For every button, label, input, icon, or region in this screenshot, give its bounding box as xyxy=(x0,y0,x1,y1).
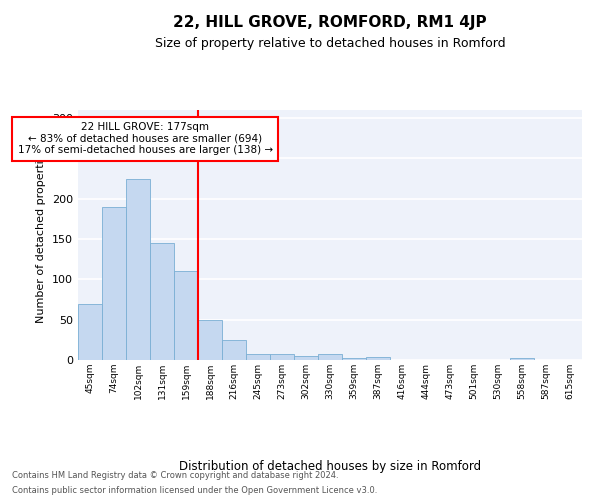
Bar xyxy=(342,358,366,360)
Bar xyxy=(366,357,390,360)
Bar xyxy=(198,320,222,360)
Y-axis label: Number of detached properties: Number of detached properties xyxy=(37,148,46,322)
Text: 22, HILL GROVE, ROMFORD, RM1 4JP: 22, HILL GROVE, ROMFORD, RM1 4JP xyxy=(173,15,487,30)
Text: Size of property relative to detached houses in Romford: Size of property relative to detached ho… xyxy=(155,38,505,51)
Bar xyxy=(510,358,534,360)
Text: Contains public sector information licensed under the Open Government Licence v3: Contains public sector information licen… xyxy=(12,486,377,495)
Bar xyxy=(126,178,150,360)
Bar xyxy=(150,243,174,360)
Bar xyxy=(246,354,270,360)
Bar xyxy=(222,340,246,360)
Bar xyxy=(174,272,198,360)
Bar xyxy=(294,356,318,360)
Bar xyxy=(102,207,126,360)
Text: Distribution of detached houses by size in Romford: Distribution of detached houses by size … xyxy=(179,460,481,473)
Bar xyxy=(270,354,294,360)
Text: 22 HILL GROVE: 177sqm
← 83% of detached houses are smaller (694)
17% of semi-det: 22 HILL GROVE: 177sqm ← 83% of detached … xyxy=(17,122,273,156)
Text: Contains HM Land Registry data © Crown copyright and database right 2024.: Contains HM Land Registry data © Crown c… xyxy=(12,471,338,480)
Bar xyxy=(318,354,342,360)
Bar xyxy=(78,304,102,360)
